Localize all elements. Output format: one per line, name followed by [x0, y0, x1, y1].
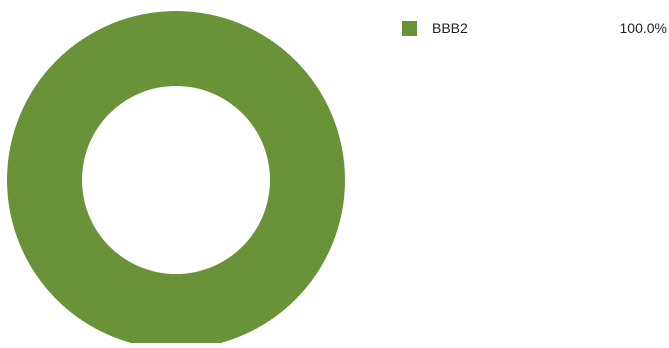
legend-swatch: [402, 21, 417, 36]
donut-svg: [7, 11, 345, 348]
donut-chart: [7, 11, 345, 348]
donut-slice-bbb2[interactable]: [7, 11, 345, 348]
legend-value: 100.0%: [619, 20, 667, 36]
legend-item[interactable]: BBB2 100.0%: [402, 19, 669, 37]
legend-label: BBB2: [432, 20, 468, 36]
legend: BBB2 100.0%: [402, 19, 669, 37]
